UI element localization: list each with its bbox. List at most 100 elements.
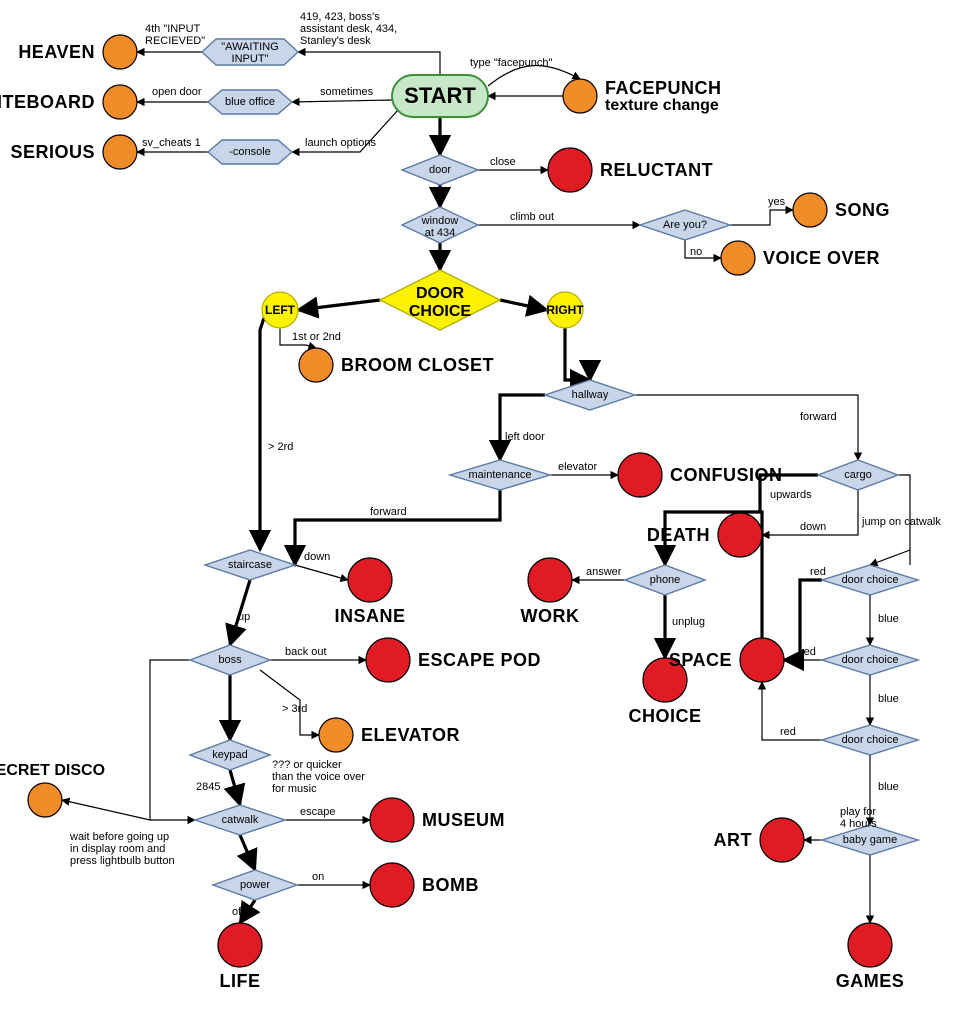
- ending-serious: [103, 135, 137, 169]
- svg-text:down: down: [304, 551, 330, 563]
- svg-text:type "facepunch": type "facepunch": [470, 57, 553, 69]
- svg-text:RELUCTANT: RELUCTANT: [600, 160, 713, 180]
- svg-text:forward: forward: [370, 506, 407, 518]
- svg-text:ESCAPE POD: ESCAPE POD: [418, 650, 541, 670]
- svg-text:"AWAITING: "AWAITING: [221, 41, 278, 53]
- edge: [292, 100, 392, 102]
- svg-text:yes: yes: [768, 196, 786, 208]
- svg-text:back out: back out: [285, 646, 327, 658]
- svg-text:> 2rd: > 2rd: [268, 441, 293, 453]
- svg-text:INPUT": INPUT": [232, 53, 269, 65]
- svg-text:forward: forward: [800, 411, 837, 423]
- ending-voice_over: [721, 241, 755, 275]
- svg-text:climb out: climb out: [510, 211, 554, 223]
- svg-text:BOMB: BOMB: [422, 875, 479, 895]
- svg-text:baby game: baby game: [843, 834, 897, 846]
- svg-text:texture change: texture change: [605, 97, 719, 114]
- svg-text:for music: for music: [272, 783, 317, 795]
- svg-text:press lightbulb button: press lightbulb button: [70, 855, 175, 867]
- svg-text:SPACE: SPACE: [669, 650, 732, 670]
- svg-text:door: door: [429, 164, 451, 176]
- edge: [635, 395, 858, 460]
- svg-text:2845: 2845: [196, 781, 220, 793]
- svg-text:RECIEVED": RECIEVED": [145, 35, 205, 47]
- svg-text:1st or 2nd: 1st or 2nd: [292, 331, 341, 343]
- ending-song: [793, 193, 827, 227]
- edge: [230, 770, 240, 805]
- svg-text:VOICE OVER: VOICE OVER: [763, 248, 880, 268]
- edge: [240, 835, 255, 870]
- svg-text:unplug: unplug: [672, 616, 705, 628]
- ending-escape_pod: [366, 638, 410, 682]
- svg-text:launch options: launch options: [305, 137, 376, 149]
- svg-text:left door: left door: [505, 431, 545, 443]
- svg-text:Are you?: Are you?: [663, 219, 707, 231]
- svg-text:Stanley's desk: Stanley's desk: [300, 35, 371, 47]
- svg-text:SECRET DISCO: SECRET DISCO: [0, 762, 105, 779]
- svg-text:assistant desk, 434,: assistant desk, 434,: [300, 23, 397, 35]
- svg-text:DOOR: DOOR: [416, 285, 464, 302]
- ending-broom_closet: [299, 348, 333, 382]
- ending-confusion: [618, 453, 662, 497]
- svg-text:maintenance: maintenance: [469, 469, 532, 481]
- svg-text:red: red: [810, 566, 826, 578]
- ending-art: [760, 818, 804, 862]
- svg-text:off: off: [232, 906, 245, 918]
- svg-text:LEFT: LEFT: [265, 303, 296, 317]
- svg-text:door choice: door choice: [842, 574, 899, 586]
- svg-text:blue: blue: [878, 781, 899, 793]
- svg-text:blue: blue: [878, 693, 899, 705]
- edge: [565, 328, 590, 380]
- svg-text:4 hours: 4 hours: [840, 818, 877, 830]
- ending-facepunch: [563, 79, 597, 113]
- svg-text:??? or quicker: ??? or quicker: [272, 759, 342, 771]
- edge: [730, 210, 793, 225]
- ending-space: [740, 638, 784, 682]
- svg-text:WHITEBOARD: WHITEBOARD: [0, 92, 95, 112]
- ending-life: [218, 923, 262, 967]
- edge: [870, 550, 910, 565]
- svg-text:door choice: door choice: [842, 654, 899, 666]
- flowchart-canvas: "AWAITINGINPUT"blue office-consoleSTARTd…: [0, 0, 957, 1024]
- ending-whiteboard: [103, 85, 137, 119]
- svg-text:blue office: blue office: [225, 96, 275, 108]
- svg-text:in display room and: in display room and: [70, 843, 165, 855]
- svg-text:blue: blue: [878, 613, 899, 625]
- ending-games: [848, 923, 892, 967]
- svg-text:CONFUSION: CONFUSION: [670, 465, 783, 485]
- svg-text:close: close: [490, 156, 516, 168]
- svg-text:red: red: [800, 646, 816, 658]
- svg-text:INSANE: INSANE: [334, 606, 405, 626]
- ending-secret_disco: [28, 783, 62, 817]
- edge: [298, 52, 440, 75]
- svg-text:CHOICE: CHOICE: [409, 303, 472, 320]
- edge: [500, 300, 547, 310]
- svg-text:ART: ART: [714, 830, 753, 850]
- svg-text:MUSEUM: MUSEUM: [422, 810, 505, 830]
- ending-insane: [348, 558, 392, 602]
- edge: [500, 395, 545, 460]
- svg-text:419, 423, boss's: 419, 423, boss's: [300, 11, 380, 23]
- svg-text:door choice: door choice: [842, 734, 899, 746]
- svg-text:up: up: [238, 611, 250, 623]
- svg-text:FACEPUNCH: FACEPUNCH: [605, 78, 722, 98]
- edge: [62, 800, 150, 820]
- svg-text:power: power: [240, 879, 270, 891]
- svg-text:boss: boss: [218, 654, 242, 666]
- svg-text:SONG: SONG: [835, 200, 890, 220]
- svg-text:no: no: [690, 246, 702, 258]
- svg-text:sometimes: sometimes: [320, 86, 374, 98]
- svg-text:answer: answer: [586, 566, 622, 578]
- svg-text:HEAVEN: HEAVEN: [18, 42, 95, 62]
- svg-text:START: START: [404, 83, 476, 108]
- svg-text:WORK: WORK: [521, 606, 580, 626]
- svg-text:DEATH: DEATH: [647, 525, 710, 545]
- ending-work: [528, 558, 572, 602]
- svg-text:4th "INPUT: 4th "INPUT: [145, 23, 201, 35]
- ending-museum: [370, 798, 414, 842]
- svg-text:play for: play for: [840, 806, 876, 818]
- svg-text:down: down: [800, 521, 826, 533]
- svg-text:on: on: [312, 871, 324, 883]
- svg-text:ELEVATOR: ELEVATOR: [361, 725, 460, 745]
- ending-bomb: [370, 863, 414, 907]
